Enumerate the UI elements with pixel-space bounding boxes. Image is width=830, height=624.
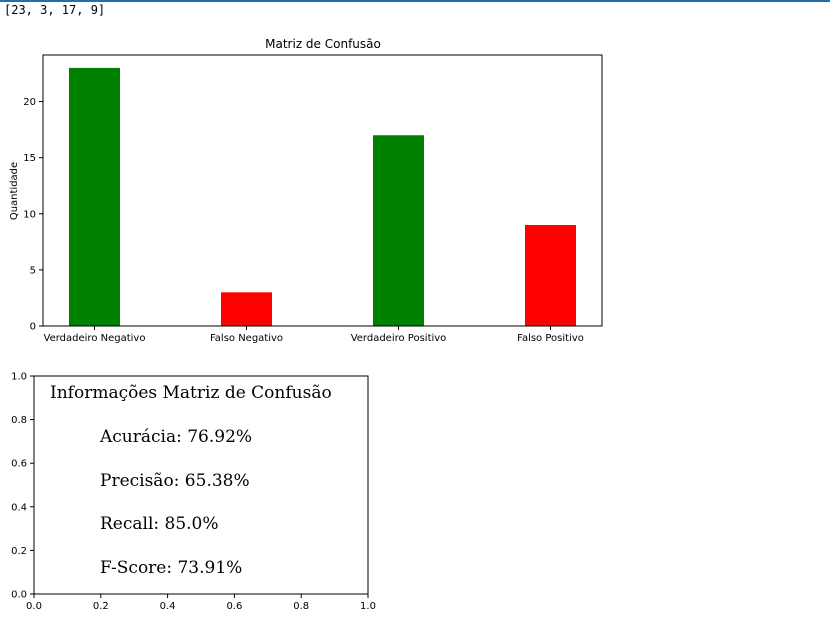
x-tick-label: 0.4	[160, 601, 176, 612]
y-tick-label: 15	[23, 153, 36, 164]
bar-chart-title: Matriz de Confusão	[265, 37, 381, 51]
y-tick-label: 20	[23, 97, 36, 108]
bar	[221, 292, 272, 326]
y-tick-label: 0.6	[11, 459, 27, 470]
info-line: Precisão: 65.38%	[100, 471, 250, 491]
x-tick-label: Verdadeiro Positivo	[351, 333, 447, 344]
bar-chart-bars	[69, 67, 576, 327]
bar-chart-x-ticks: Verdadeiro Negativo Falso Negativo Verdade…	[44, 326, 584, 344]
bar-chart-y-ticks: 0 5 10 15 20	[23, 97, 43, 333]
info-panel: 0.0 0.2 0.4 0.6 0.8 1.0 0.0 0.2 0.4 0.6 0.8 1.0 In…	[11, 372, 376, 613]
x-tick-label: Falso Positivo	[517, 333, 584, 344]
x-tick-label: 0.0	[26, 601, 42, 612]
info-panel-lines: Acurácia: 76.92% Precisão: 65.38% Recall: …	[99, 427, 252, 578]
info-panel-frame	[33, 375, 369, 595]
info-panel-x-ticks: 0.0 0.2 0.4 0.6 0.8 1.0	[26, 594, 376, 612]
info-panel-title: Informações Matriz de Confusão	[50, 383, 332, 403]
x-tick-label: Verdadeiro Negativo	[44, 333, 146, 344]
cell-top-border	[0, 0, 830, 2]
x-tick-label: 0.2	[93, 601, 109, 612]
y-tick-label: 0.4	[11, 502, 27, 513]
bar	[525, 225, 576, 326]
info-panel-y-ticks: 0.0 0.2 0.4 0.6 0.8 1.0	[11, 372, 34, 601]
y-tick-label: 0	[30, 322, 36, 333]
y-tick-label: 1.0	[11, 372, 27, 383]
bar	[69, 67, 120, 327]
y-tick-label: 0.8	[11, 415, 27, 426]
bar	[373, 135, 424, 326]
bar-chart-frame	[42, 54, 603, 327]
info-line: F-Score: 73.91%	[100, 558, 242, 578]
x-tick-label: Falso Negativo	[210, 333, 283, 344]
x-tick-label: 0.8	[293, 601, 309, 612]
info-line: Acurácia: 76.92%	[99, 427, 252, 447]
printed-output: [23, 3, 17, 9]	[4, 3, 106, 17]
x-tick-label: 0.6	[226, 601, 242, 612]
y-tick-label: 0.0	[11, 590, 27, 601]
bar-chart-y-axis-label: Quantidade	[9, 162, 20, 220]
x-tick-label: 1.0	[360, 601, 376, 612]
y-tick-label: 10	[23, 209, 36, 220]
info-line: Recall: 85.0%	[100, 514, 219, 534]
y-tick-label: 0.2	[11, 546, 27, 557]
bar-chart: Matriz de Confusão Quantidade 0 5 10 15 20 V…	[9, 37, 603, 344]
y-tick-label: 5	[30, 265, 36, 276]
